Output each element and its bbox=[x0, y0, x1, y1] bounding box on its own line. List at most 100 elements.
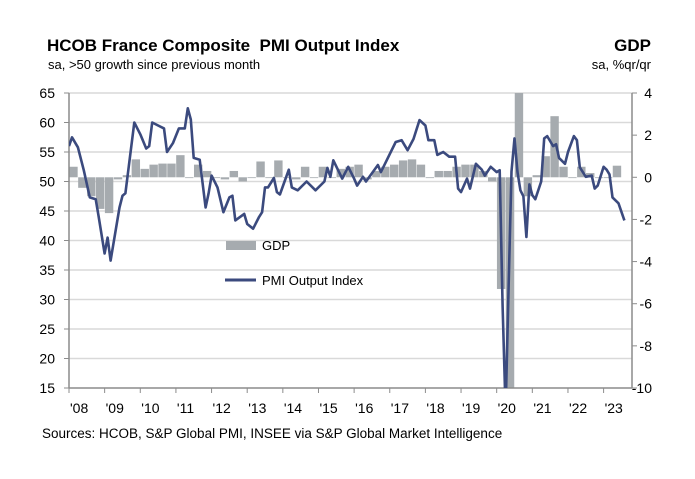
gdp-bar bbox=[309, 177, 319, 179]
gdp-bar bbox=[550, 116, 559, 178]
gdp-bar bbox=[220, 177, 230, 180]
chart-title: HCOB France Composite PMI Output Index bbox=[47, 36, 400, 55]
x-tick-label: '12 bbox=[213, 400, 231, 416]
gdp-bar bbox=[407, 159, 417, 178]
x-tick-label: '23 bbox=[605, 400, 623, 416]
left-tick-label: 45 bbox=[39, 203, 55, 219]
right-tick-label: -6 bbox=[640, 296, 653, 312]
pmi-line bbox=[69, 107, 626, 388]
left-tick-label: 20 bbox=[39, 351, 55, 367]
gdp-bar bbox=[193, 164, 203, 178]
gdp-bar bbox=[381, 166, 390, 178]
gdp-bar bbox=[176, 155, 185, 178]
left-tick-label: 15 bbox=[39, 380, 55, 396]
x-tick-label: '09 bbox=[106, 400, 124, 416]
gdp-bar bbox=[559, 166, 568, 178]
gdp-bar bbox=[532, 175, 541, 178]
gdp-bar bbox=[568, 177, 577, 179]
gdp-bar bbox=[238, 177, 247, 182]
gdp-bar bbox=[488, 177, 497, 182]
x-tick-label: '13 bbox=[248, 400, 266, 416]
right-tick-label: 4 bbox=[644, 85, 652, 101]
x-tick-label: '08 bbox=[70, 400, 88, 416]
gdp-bar bbox=[256, 161, 265, 178]
x-tick-label: '21 bbox=[533, 400, 551, 416]
x-tick-label: '11 bbox=[177, 400, 194, 416]
gdp-bar bbox=[104, 177, 114, 214]
x-tick-label: '18 bbox=[426, 400, 444, 416]
gdp-bar bbox=[113, 177, 123, 180]
gdp-bar bbox=[390, 164, 399, 178]
gdp-bar bbox=[505, 177, 515, 388]
gdp-bar bbox=[514, 93, 524, 178]
left-tick-label: 55 bbox=[39, 144, 55, 160]
left-tick-label: 25 bbox=[39, 321, 55, 337]
gdp-bar bbox=[140, 168, 149, 178]
legend-pmi-label: PMI Output Index bbox=[262, 273, 364, 288]
gdp-bar bbox=[416, 164, 426, 178]
gdp-bar bbox=[327, 177, 337, 179]
gdp-bar bbox=[95, 177, 105, 209]
left-tick-label: 40 bbox=[39, 233, 55, 249]
right-axis-subtitle: sa, %qr/qr bbox=[592, 57, 652, 72]
source-note: Sources: HCOB, S&P Global PMI, INSEE via… bbox=[42, 426, 502, 441]
gdp-bar bbox=[523, 177, 533, 197]
x-tick-label: '22 bbox=[569, 400, 587, 416]
x-tick-label: '16 bbox=[355, 400, 373, 416]
gdp-bar bbox=[612, 165, 622, 178]
gdp-bar bbox=[229, 170, 239, 178]
gdp-bar bbox=[247, 177, 256, 179]
right-tick-label: -10 bbox=[632, 380, 652, 396]
gdp-bar bbox=[603, 177, 613, 179]
x-tick-label: '10 bbox=[141, 400, 159, 416]
axes bbox=[64, 92, 637, 393]
gdp-bar bbox=[158, 163, 167, 178]
legend: GDP PMI Output Index bbox=[225, 238, 364, 288]
gdp-bar bbox=[87, 177, 96, 197]
gdp-bar bbox=[202, 170, 212, 178]
pmi-line-group bbox=[69, 107, 626, 388]
right-tick-label: -8 bbox=[640, 338, 653, 354]
right-axis-title: GDP bbox=[614, 36, 651, 55]
gdp-bar bbox=[443, 170, 452, 178]
x-tick-label: '17 bbox=[391, 400, 409, 416]
gdp-bar bbox=[167, 163, 176, 178]
gdp-bar bbox=[434, 170, 443, 178]
left-tick-label: 30 bbox=[39, 292, 55, 308]
left-tick-label: 50 bbox=[39, 174, 55, 190]
gdp-bar bbox=[372, 170, 381, 178]
gdp-bar bbox=[461, 164, 470, 178]
right-tick-label: 0 bbox=[644, 169, 652, 185]
gdp-bar bbox=[69, 166, 78, 178]
gdp-bar bbox=[265, 177, 274, 179]
gdp-bar bbox=[149, 164, 158, 178]
chart-subtitle: sa, >50 growth since previous month bbox=[48, 57, 260, 72]
gdp-bar bbox=[541, 156, 550, 178]
left-tick-label: 60 bbox=[39, 115, 55, 131]
right-tick-label: -4 bbox=[640, 254, 653, 270]
gdp-bar bbox=[274, 160, 283, 178]
x-tick-label: '19 bbox=[462, 400, 480, 416]
gdp-bar bbox=[211, 177, 221, 179]
gdp-bar bbox=[300, 166, 310, 178]
gdp-bar bbox=[318, 166, 328, 178]
left-tick-label: 65 bbox=[39, 85, 55, 101]
x-tick-label: '15 bbox=[319, 400, 337, 416]
gdp-bar bbox=[398, 160, 408, 178]
gdp-bar bbox=[354, 164, 363, 178]
left-tick-label: 35 bbox=[39, 262, 55, 278]
gdp-bar bbox=[425, 177, 435, 179]
right-tick-label: -2 bbox=[640, 211, 653, 227]
x-tick-label: '14 bbox=[284, 400, 302, 416]
right-tick-label: 2 bbox=[644, 127, 652, 143]
x-tick-label: '20 bbox=[498, 400, 516, 416]
legend-gdp-label: GDP bbox=[262, 238, 290, 253]
gridlines bbox=[69, 92, 632, 360]
gdp-bar bbox=[185, 177, 194, 179]
gdp-bar bbox=[292, 177, 301, 180]
gdp-bar bbox=[78, 177, 87, 188]
legend-gdp-swatch bbox=[226, 241, 256, 250]
gdp-bar bbox=[131, 159, 141, 178]
